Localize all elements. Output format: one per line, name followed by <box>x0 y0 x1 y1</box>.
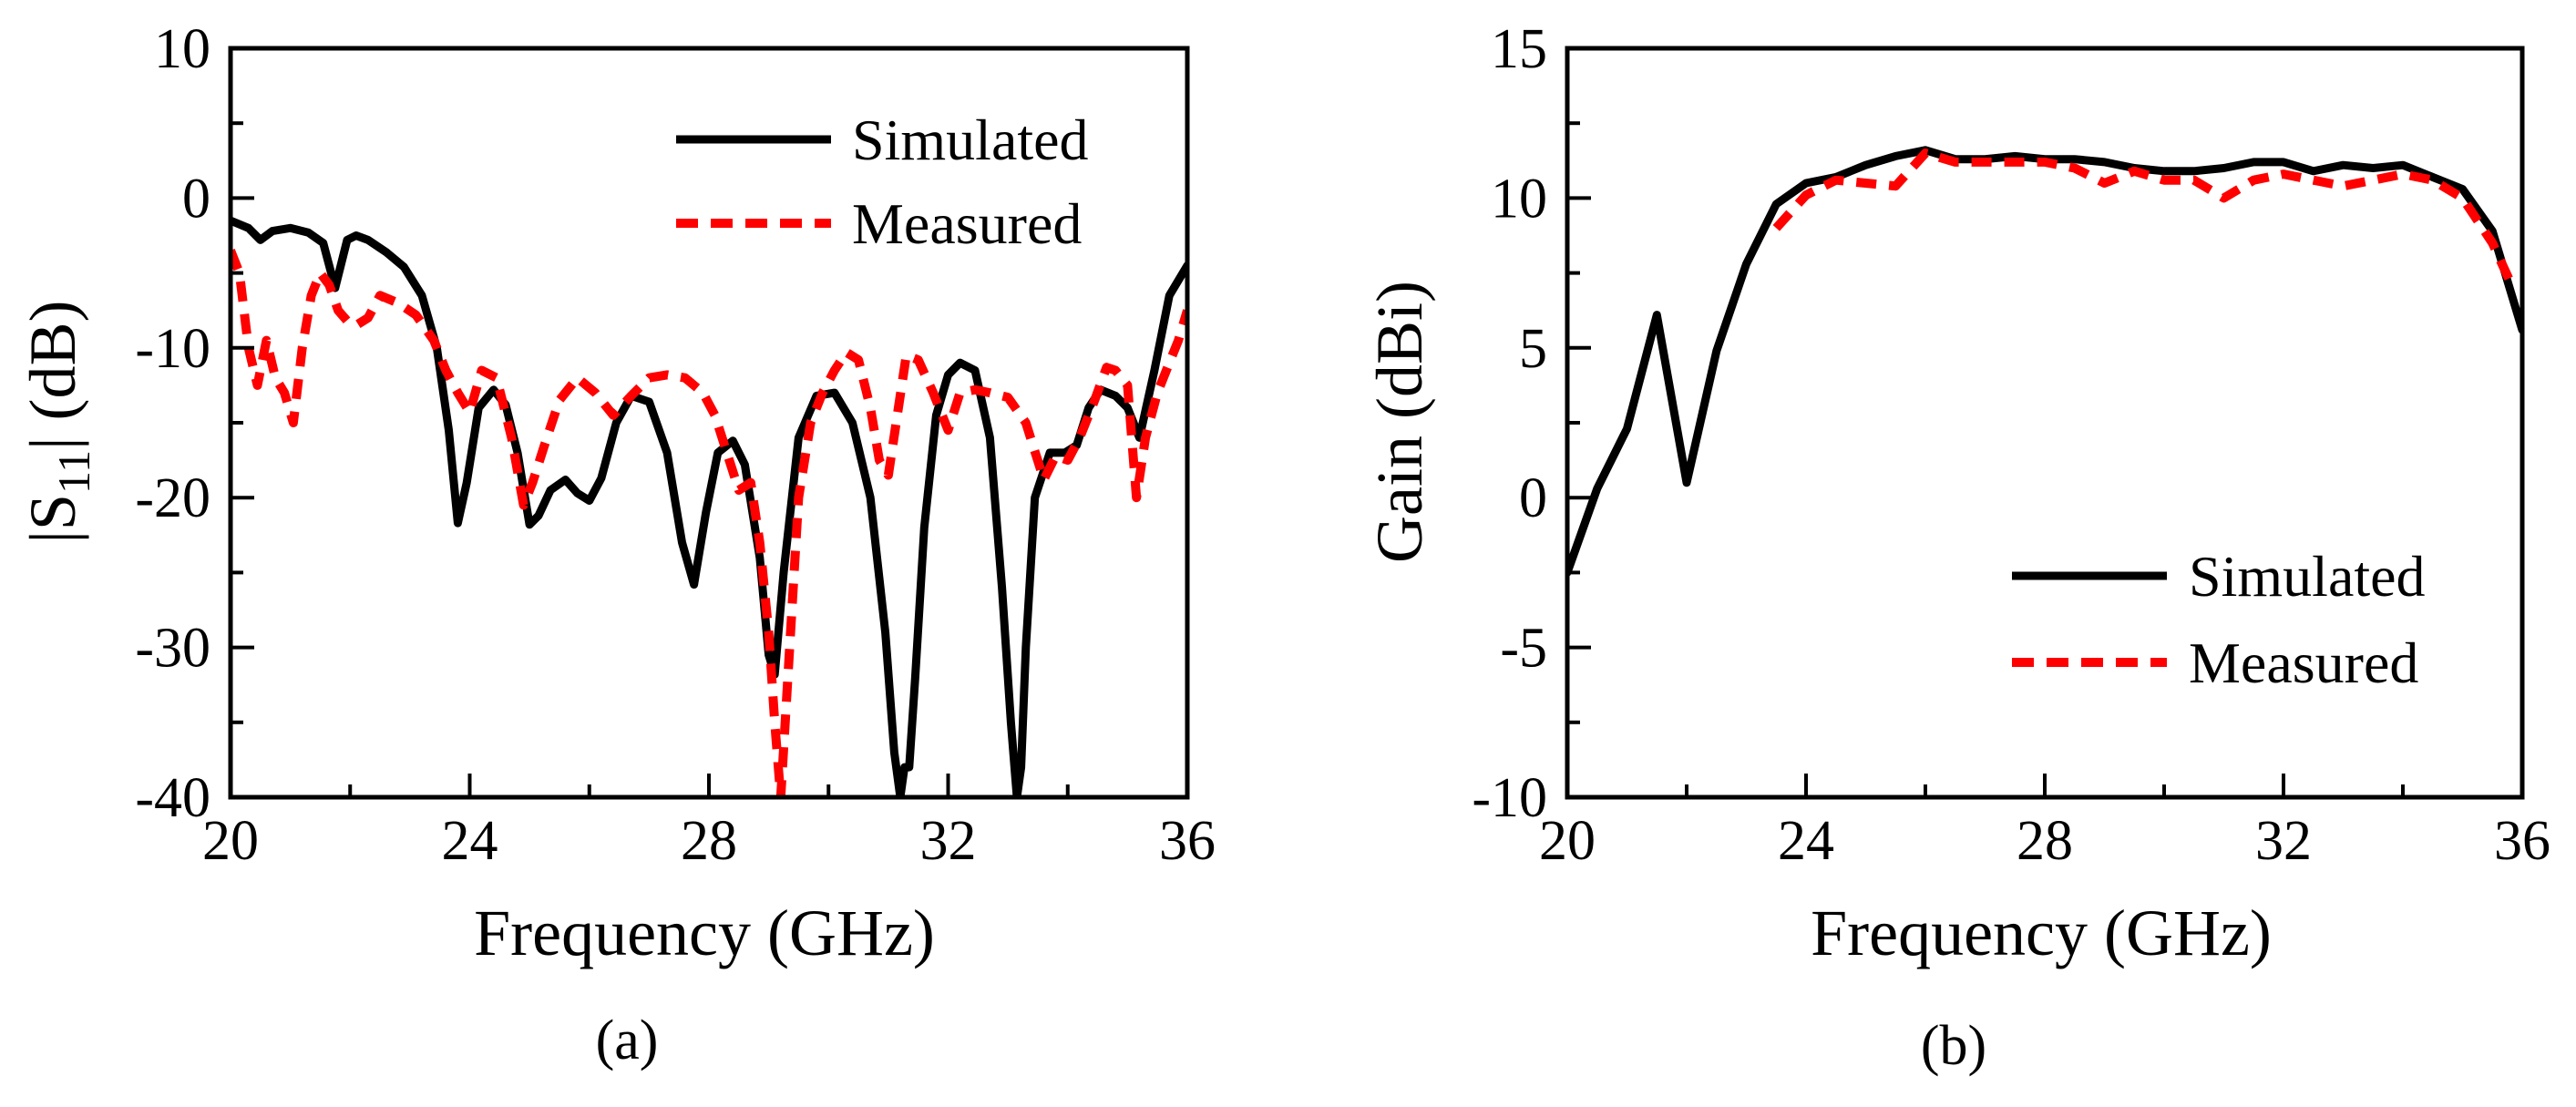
panel-b-y-tick-label: -5 <box>1500 618 1547 680</box>
panel-a-x-tick-label: 32 <box>920 810 977 872</box>
panel-a-ylabel-post: | (dB) <box>16 300 89 449</box>
panel-a-series-measured-line <box>231 249 1187 797</box>
panel-a-x-tick-label: 20 <box>202 810 259 872</box>
panel-b-y-tick-label: -10 <box>1472 767 1547 829</box>
svg-text:|S11| (dB): |S11| (dB) <box>16 300 99 543</box>
panel-b-x-tick-label: 36 <box>2494 810 2550 872</box>
panel-b-legend-label-measured: Measured <box>2189 630 2418 695</box>
panel-a-caption: (a) <box>596 1010 659 1071</box>
panel-a-y-axis-title: |S11| (dB) <box>16 300 99 543</box>
panel-b-x-axis-title: Frequency (GHz) <box>1811 897 2272 969</box>
panel-b-legend: Simulated Measured <box>2012 544 2426 695</box>
panel-b-legend-label-simulated: Simulated <box>2189 544 2426 609</box>
panel-a-series-simulated-line <box>231 216 1187 797</box>
panel-b-y-tick-label: 15 <box>1491 18 1547 80</box>
panel-b-y-tick-label: 0 <box>1519 467 1547 529</box>
panel-a-y-tick-label: -40 <box>135 767 210 829</box>
panel-a-x-tick-label: 36 <box>1159 810 1216 872</box>
panel-a-s11: 20 24 28 32 36 -40 -30 -20 -10 0 10 |S11| (dB) Fre… <box>16 18 1216 1071</box>
panel-a-x-tick-label: 28 <box>681 810 737 872</box>
panel-b-y-tick-label: 10 <box>1491 168 1547 230</box>
panel-a-ticks-group: 20 24 28 32 36 -40 -30 -20 -10 0 10 <box>135 18 1216 872</box>
panel-a-legend: Simulated Measured <box>676 108 1089 256</box>
panel-a-y-tick-label: -10 <box>135 318 210 380</box>
panel-a-y-tick-label: 10 <box>154 18 210 80</box>
panel-b-gain: 20 24 28 32 36 -10 -5 0 5 10 15 Gain (dBi) Frequen… <box>1363 18 2550 1077</box>
panel-a-legend-label-measured: Measured <box>852 191 1082 256</box>
panel-a-y-tick-label: 0 <box>182 168 210 230</box>
panel-b-y-axis-title: Gain (dBi) <box>1363 281 1436 563</box>
panel-a-legend-label-simulated: Simulated <box>852 108 1089 172</box>
panel-b-x-tick-label: 20 <box>1539 810 1596 872</box>
panel-b-x-tick-label: 24 <box>1778 810 1834 872</box>
panel-b-x-tick-label: 28 <box>2017 810 2073 872</box>
panel-a-x-tick-label: 24 <box>442 810 498 872</box>
panel-b-y-tick-label: 5 <box>1519 318 1547 380</box>
panel-a-ylabel-sub: 11 <box>48 450 99 494</box>
panel-a-x-axis-title: Frequency (GHz) <box>474 897 935 969</box>
panel-a-y-tick-label: -20 <box>135 467 210 529</box>
panel-b-series-group <box>1567 146 2522 577</box>
panel-a-series-group <box>231 216 1187 797</box>
panel-b-ticks-group: 20 24 28 32 36 -10 -5 0 5 10 15 <box>1472 18 2550 872</box>
panel-a-y-tick-label: -30 <box>135 618 210 680</box>
panel-b-caption: (b) <box>1921 1015 1986 1077</box>
panel-b-series-simulated-line <box>1567 146 2522 577</box>
panel-a-ylabel-pre: |S <box>16 494 89 543</box>
panel-b-series-measured-line <box>1772 149 2515 284</box>
panel-b-x-tick-label: 32 <box>2255 810 2312 872</box>
